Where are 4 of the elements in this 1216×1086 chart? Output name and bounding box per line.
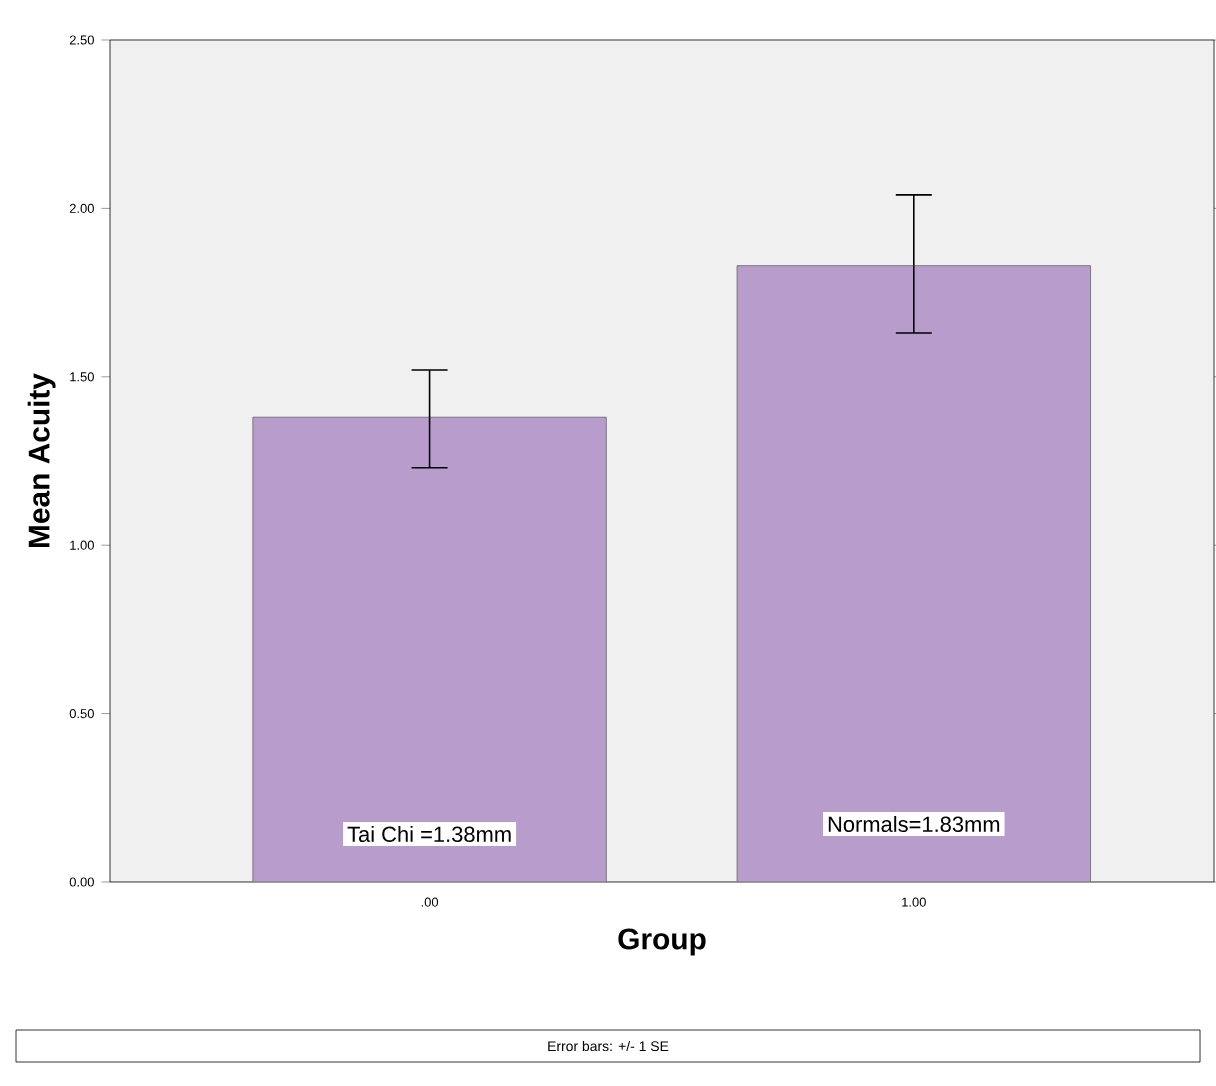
annotation: Tai Chi =1.38mm xyxy=(347,825,511,843)
x-axis-title: Group xyxy=(618,928,706,956)
y-axis-title: Mean Acuity xyxy=(27,373,56,548)
annotation: Normals=1.83mm xyxy=(828,815,1000,833)
